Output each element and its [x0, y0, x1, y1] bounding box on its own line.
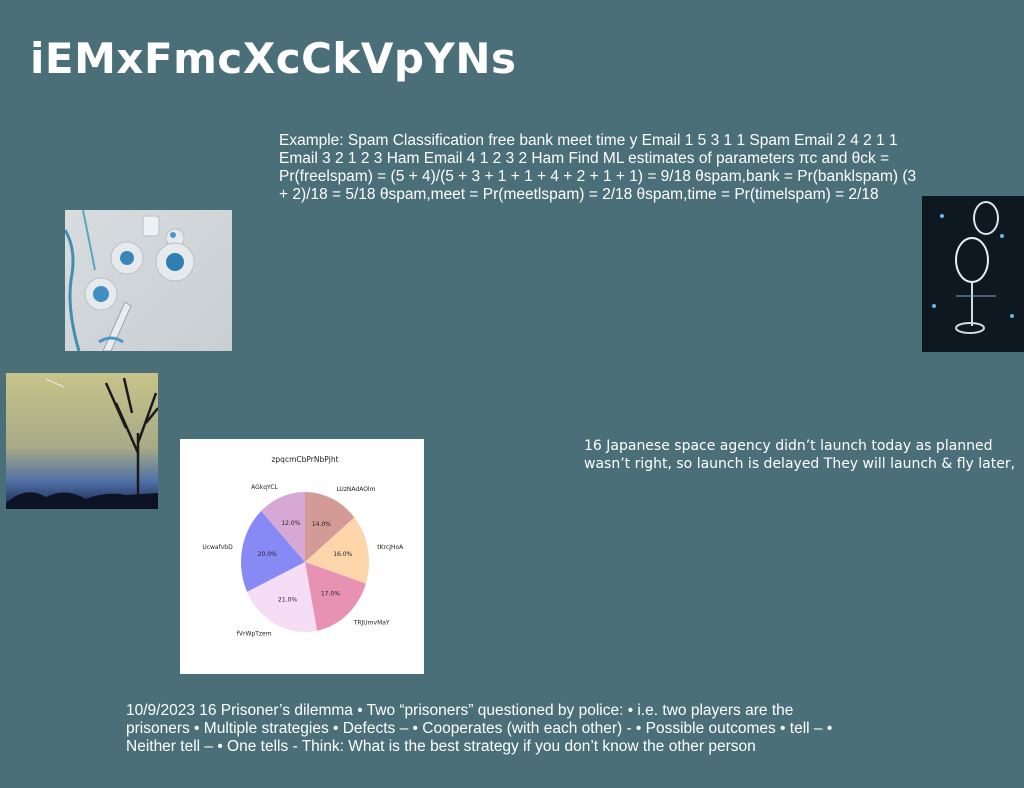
pie-slice-fVrWpTzem [247, 562, 317, 632]
pie-value-label: 14.0% [312, 521, 331, 528]
pie-chart: zpqcmCbPrNbPjht 14.0% LUzNAdAOlm 16.0% tKrc… [180, 439, 424, 674]
pie-category-label: AGkqYCL [251, 484, 278, 491]
pie-slice-TRJUmvMaY [305, 562, 366, 631]
pie-category-label: UcwafvbD [202, 544, 233, 551]
pie-value-label: 12.0% [281, 520, 300, 527]
pie-slice-LUzNAdAOlm [305, 492, 355, 562]
pie-category-label: TRJUmvMaY [353, 619, 390, 626]
spam-classification-text: Example: Spam Classification free bank m… [279, 132, 917, 203]
prisoners-dilemma-text: 10/9/2023 16 Prisoner’s dilemma • Two “p… [126, 702, 833, 755]
chart-title: zpqcmCbPrNbPjht [271, 455, 338, 464]
pie-value-label: 21.0% [278, 596, 297, 603]
pie-category-label: fVrWpTzem [237, 631, 272, 638]
pie-category-label: LUzNAdAOlm [336, 486, 375, 493]
pie-category-label: tKrcJHoA [377, 544, 404, 551]
space-agency-text: 16 Japanese space agency didn’t launch t… [584, 438, 1016, 472]
pie-value-label: 17.0% [321, 591, 340, 598]
crystal-glasses-photo [922, 196, 1024, 352]
slide-title: iEMxFmcXcCkVpYNs [30, 34, 517, 83]
blue-sequins-photo [65, 210, 232, 351]
pie-value-label: 16.0% [333, 551, 352, 558]
pie-slice-UcwafvbD [241, 510, 305, 592]
pie-slice-AGkqYCL [261, 492, 305, 562]
pie-value-label: 20.0% [258, 551, 277, 558]
sky-trees-photo [6, 373, 158, 509]
pie-slice-tKrcJHoA [305, 517, 369, 584]
